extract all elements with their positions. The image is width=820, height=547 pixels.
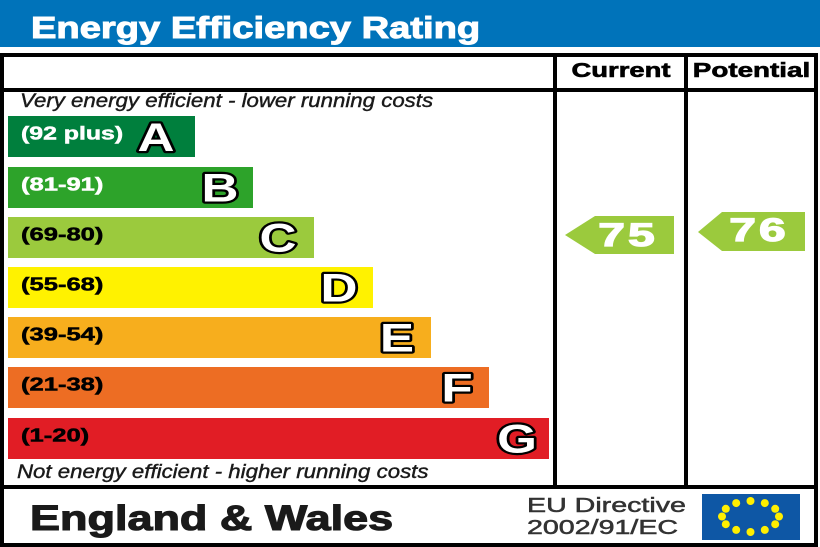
- svg-text:G: G: [497, 416, 537, 461]
- svg-text:76: 76: [729, 212, 788, 248]
- svg-text:F: F: [441, 365, 472, 410]
- svg-text:A: A: [138, 114, 175, 159]
- svg-text:75: 75: [598, 217, 657, 253]
- svg-text:C: C: [260, 215, 297, 260]
- svg-text:D: D: [321, 265, 358, 310]
- svg-text:E: E: [380, 315, 414, 360]
- svg-text:B: B: [202, 165, 239, 210]
